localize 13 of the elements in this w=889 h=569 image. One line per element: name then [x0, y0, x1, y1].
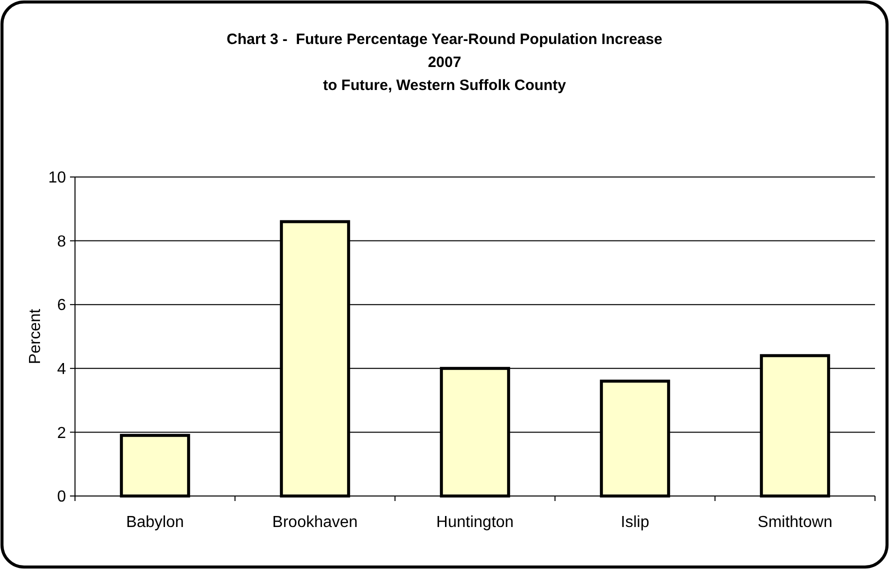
y-tick-label: 10 [48, 170, 66, 187]
x-tick-label: Babylon [126, 514, 184, 531]
x-tick-label: Huntington [436, 514, 514, 531]
y-tick-label: 2 [57, 424, 66, 442]
x-tick-label: Brookhaven [272, 514, 358, 531]
y-tick-label: 4 [57, 361, 66, 378]
chart-title: Chart 3 - Future Percentage Year-Round Population Increase 2007 to Future, Western Suffolk County [226, 31, 662, 94]
x-tick-label: Islip [620, 514, 650, 531]
y-tick-label: 6 [57, 297, 66, 314]
x-tick-label: Smithtown [758, 514, 832, 531]
y-tick-label: 0 [57, 488, 66, 506]
y-tick-label: 8 [57, 233, 66, 250]
y-axis-title: Percent [27, 308, 44, 364]
